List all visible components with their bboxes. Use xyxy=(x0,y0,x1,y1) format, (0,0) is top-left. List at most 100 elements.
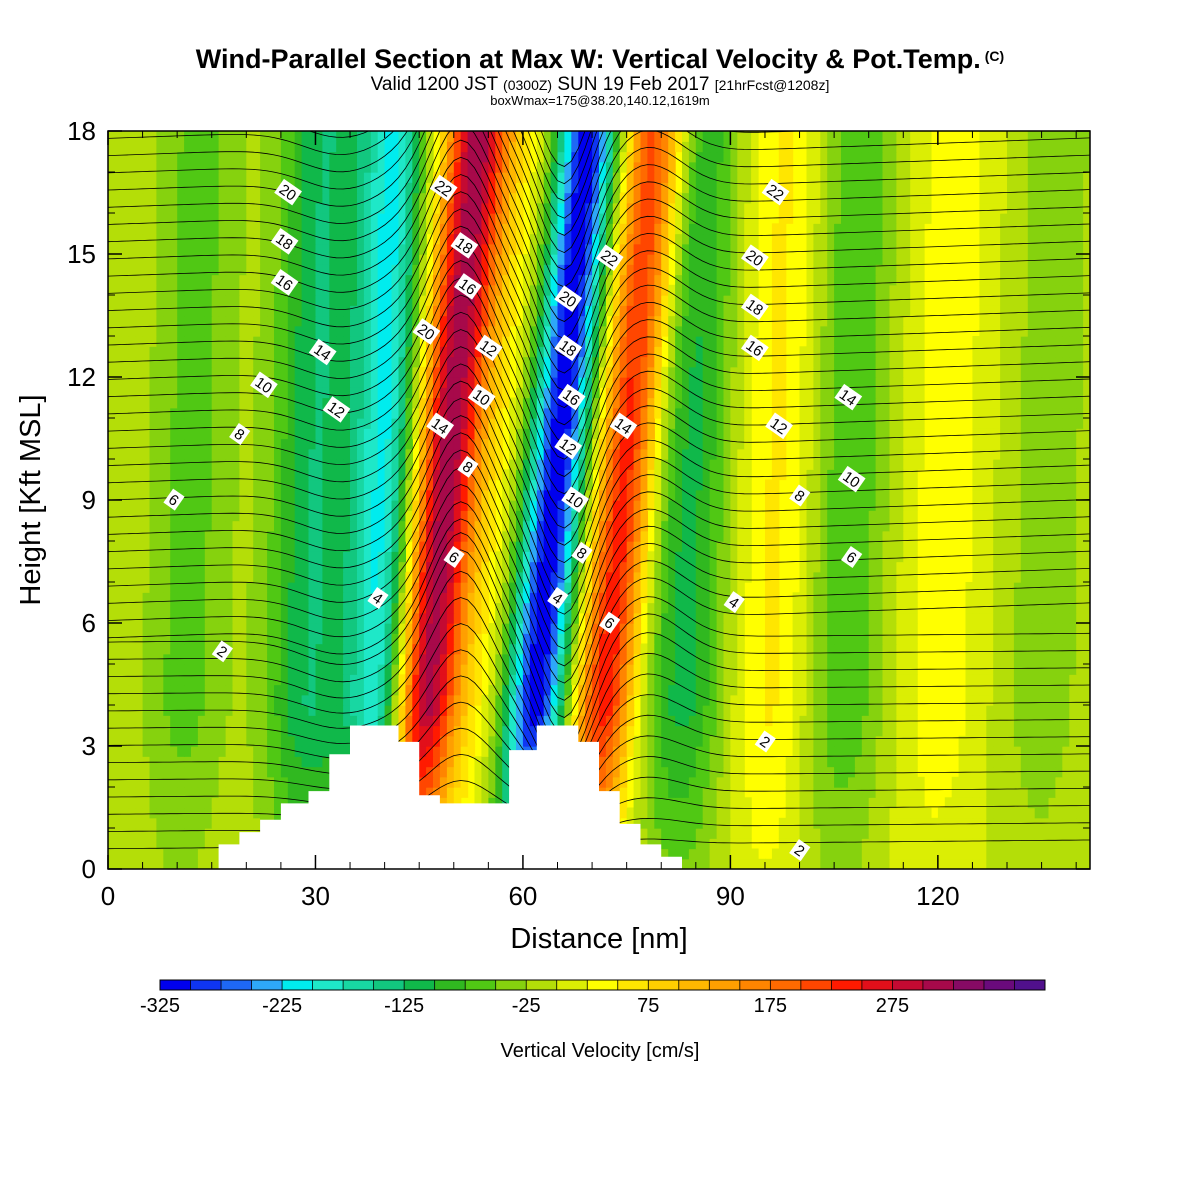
velocity-cell xyxy=(882,715,891,727)
velocity-cell xyxy=(301,561,310,573)
velocity-cell xyxy=(910,807,918,819)
velocity-cell xyxy=(889,653,898,665)
velocity-cell xyxy=(979,500,987,511)
velocity-cell xyxy=(1007,623,1015,634)
velocity-cell xyxy=(813,489,821,501)
velocity-cell xyxy=(599,725,607,737)
velocity-cell xyxy=(260,653,268,665)
velocity-cell xyxy=(744,489,752,501)
velocity-cell xyxy=(744,828,752,839)
velocity-cell xyxy=(640,766,649,778)
velocity-cell xyxy=(481,694,489,706)
velocity-cell xyxy=(391,684,400,696)
velocity-cell xyxy=(695,643,704,655)
velocity-cell xyxy=(958,817,967,829)
velocity-cell xyxy=(841,848,849,860)
velocity-cell xyxy=(336,530,344,542)
velocity-cell xyxy=(474,797,483,809)
velocity-cell xyxy=(958,807,967,819)
velocity-cell xyxy=(993,510,1001,522)
velocity-cell xyxy=(695,500,704,511)
velocity-cell xyxy=(723,530,732,542)
velocity-cell xyxy=(246,725,254,737)
velocity-cell xyxy=(972,612,980,624)
velocity-cell xyxy=(592,735,600,747)
velocity-cell xyxy=(619,489,628,501)
velocity-cell xyxy=(848,807,856,819)
velocity-cell xyxy=(121,633,130,645)
velocity-cell xyxy=(260,756,268,768)
velocity-cell xyxy=(903,633,911,645)
velocity-cell xyxy=(875,746,884,757)
velocity-cell xyxy=(1020,561,1029,573)
velocity-cell xyxy=(854,787,863,798)
velocity-cell xyxy=(446,715,455,727)
velocity-cell xyxy=(412,715,420,727)
velocity-cell xyxy=(702,807,711,819)
velocity-cell xyxy=(910,561,918,573)
velocity-cell xyxy=(917,807,925,819)
velocity-cell xyxy=(253,746,261,757)
velocity-cell xyxy=(834,612,842,624)
velocity-cell xyxy=(619,582,628,593)
velocity-cell xyxy=(806,653,815,665)
velocity-cell xyxy=(1020,715,1029,727)
velocity-cell xyxy=(668,797,676,809)
velocity-cell xyxy=(260,571,268,583)
velocity-cell xyxy=(889,541,898,552)
velocity-cell xyxy=(917,838,925,850)
velocity-cell xyxy=(744,530,752,542)
velocity-cell xyxy=(536,715,545,727)
velocity-cell xyxy=(834,592,842,604)
velocity-cell xyxy=(357,623,365,634)
velocity-cell xyxy=(937,817,946,829)
velocity-cell xyxy=(239,500,247,511)
velocity-cell xyxy=(184,807,192,819)
velocity-cell xyxy=(121,592,130,604)
velocity-cell xyxy=(280,705,289,716)
velocity-cell xyxy=(1062,551,1070,563)
velocity-cell xyxy=(654,582,662,593)
velocity-cell xyxy=(1000,623,1008,634)
velocity-cell xyxy=(868,746,877,757)
velocity-cell xyxy=(246,766,254,778)
velocity-cell xyxy=(910,787,918,798)
velocity-cell xyxy=(806,725,815,737)
velocity-cell xyxy=(446,479,455,491)
velocity-cell xyxy=(357,541,365,552)
velocity-cell xyxy=(910,694,918,706)
velocity-cell xyxy=(398,561,407,573)
velocity-cell xyxy=(274,746,282,757)
velocity-cell xyxy=(903,623,911,634)
velocity-cell xyxy=(1020,612,1029,624)
velocity-cell xyxy=(612,530,621,542)
velocity-cell xyxy=(184,828,192,839)
velocity-cell xyxy=(274,653,282,665)
velocity-cell xyxy=(1007,602,1015,614)
velocity-cell xyxy=(267,541,275,552)
velocity-cell xyxy=(301,705,310,716)
velocity-cell xyxy=(578,705,586,716)
velocity-cell xyxy=(197,469,206,481)
velocity-cell xyxy=(737,746,745,757)
velocity-cell xyxy=(785,817,794,829)
velocity-cell xyxy=(557,510,566,522)
velocity-cell xyxy=(675,489,683,501)
velocity-cell xyxy=(896,756,904,768)
velocity-cell xyxy=(239,582,247,593)
velocity-cell xyxy=(467,612,476,624)
velocity-cell xyxy=(882,479,891,491)
velocity-cell xyxy=(723,541,732,552)
velocity-cell xyxy=(813,766,821,778)
velocity-cell xyxy=(287,592,296,604)
velocity-cell xyxy=(391,633,400,645)
velocity-cell xyxy=(308,705,317,716)
velocity-cell xyxy=(225,612,234,624)
velocity-cell xyxy=(177,479,185,491)
velocity-cell xyxy=(294,776,303,788)
velocity-cell xyxy=(1027,541,1036,552)
velocity-cell xyxy=(605,469,614,481)
velocity-cell xyxy=(1034,705,1043,716)
velocity-cell xyxy=(661,766,669,778)
velocity-cell xyxy=(737,725,745,737)
